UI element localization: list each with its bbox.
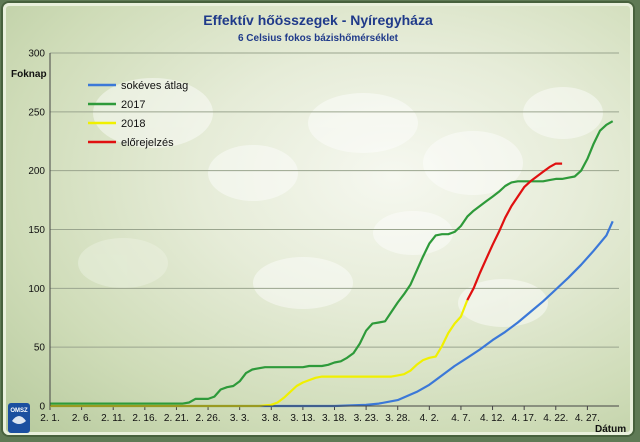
x-tick-label: 4. 12. <box>480 413 505 424</box>
x-tick-label: 2. 11. <box>101 413 125 424</box>
y-tick-label: 100 <box>28 284 45 295</box>
x-tick-label: 2. 6. <box>72 413 91 424</box>
logo-text: OMSZ <box>10 408 28 414</box>
x-tick-label: 2. 1. <box>40 413 59 424</box>
legend-label: 2017 <box>121 99 145 111</box>
line-chart: Effektív hőösszegek - Nyíregyháza 6 Cels… <box>8 12 626 435</box>
y-axis-ticks: 0 50 100 150 200 250 300 <box>28 49 45 413</box>
legend: sokéves átlag 2017 2018 előrejelzés <box>88 80 188 149</box>
y-tick-label: 50 <box>34 343 46 354</box>
background-blossoms <box>78 78 603 327</box>
x-tick-label: 4. 27. <box>575 413 600 424</box>
y-tick-label: 150 <box>28 225 45 236</box>
chart-title: Effektív hőösszegek - Nyíregyháza <box>203 12 433 28</box>
x-tick-label: 3. 3. <box>230 413 249 424</box>
x-tick-label: 4. 7. <box>451 413 470 424</box>
y-axis-label: Foknap <box>11 69 47 80</box>
x-tick-label: 4. 22. <box>543 413 568 424</box>
x-tick-label: 3. 8. <box>262 413 281 424</box>
chart-subtitle: 6 Celsius fokos bázishőmérséklet <box>238 33 399 44</box>
x-axis-ticks: 2. 1. 2. 6. 2. 11. 2. 16. 2. 21. 2. 26. 3. 3. 3… <box>40 406 600 424</box>
chart-frame: Effektív hőösszegek - Nyíregyháza 6 Cels… <box>3 3 633 435</box>
y-tick-label: 300 <box>28 49 45 60</box>
x-tick-label: 3. 28. <box>385 413 410 424</box>
y-tick-label: 250 <box>28 107 45 118</box>
series-line-3 <box>466 162 563 301</box>
x-tick-label: 4. 2. <box>420 413 439 424</box>
series-line-2 <box>50 299 469 408</box>
x-tick-label: 2. 26. <box>196 413 221 424</box>
x-tick-label: 3. 23. <box>354 413 379 424</box>
series-line-1 <box>50 120 614 405</box>
omsz-logo: OMSZ <box>8 403 30 433</box>
x-tick-label: 2. 21. <box>164 413 189 424</box>
x-tick-label: 4. 17. <box>512 413 537 424</box>
legend-label: előrejelzés <box>121 137 174 149</box>
x-tick-label: 3. 13. <box>290 413 315 424</box>
x-tick-label: 2. 16. <box>132 413 157 424</box>
y-tick-label: 0 <box>39 402 45 413</box>
legend-label: sokéves átlag <box>121 80 188 92</box>
gridlines <box>50 52 619 348</box>
y-tick-label: 200 <box>28 166 45 177</box>
legend-label: 2018 <box>121 118 145 130</box>
x-tick-label: 3. 18. <box>322 413 347 424</box>
x-axis-label: Dátum <box>595 424 626 435</box>
